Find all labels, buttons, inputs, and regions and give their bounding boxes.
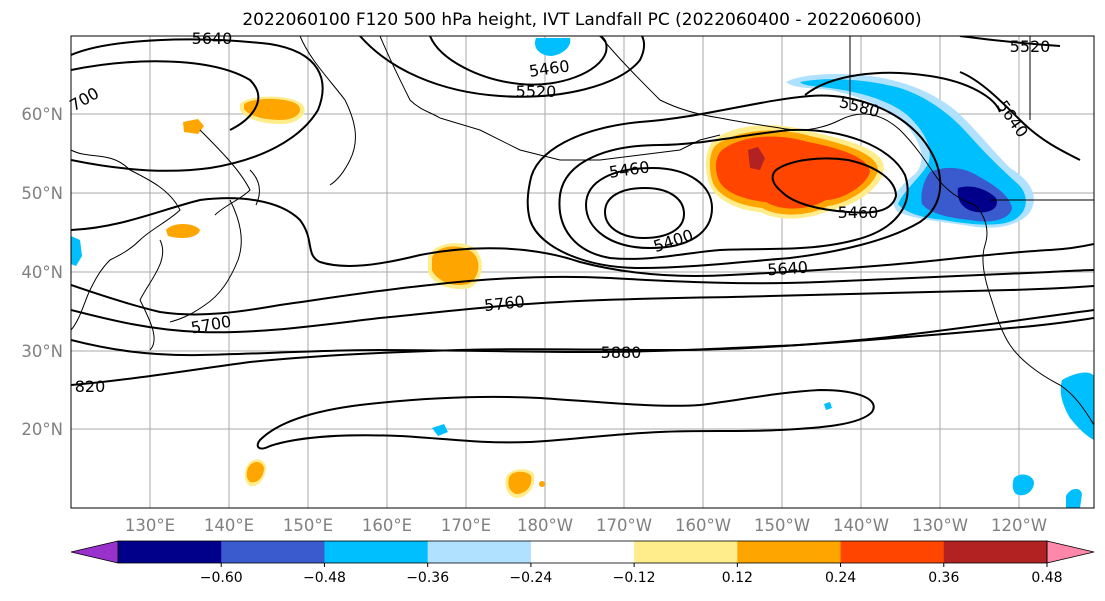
map-content <box>71 36 1094 508</box>
contour-5520-ne <box>959 36 1061 47</box>
contour-label: 5760 <box>483 292 525 315</box>
contour-5880 <box>71 317 1094 357</box>
colorbar-frame <box>117 540 1048 564</box>
colorbar-segment <box>118 541 222 563</box>
contour-labels: 5640 5460 5520 700 5580 5640 5520 5460 5… <box>66 29 1050 396</box>
contour-5640-ne <box>959 71 1081 161</box>
contour-5580 <box>526 94 942 270</box>
colorbar-tick-label: −0.48 <box>303 570 346 586</box>
colorbar-segment <box>530 541 635 563</box>
lon-label: 170°W <box>596 516 652 535</box>
colorbar-segment <box>324 541 429 563</box>
lon-label: 130°E <box>125 516 175 535</box>
lon-label: 160°E <box>362 516 412 535</box>
contour-5520 <box>558 128 909 260</box>
lon-label: 130°W <box>912 516 968 535</box>
contour-5460-ak <box>771 157 898 214</box>
lon-label: 140°W <box>833 516 889 535</box>
colorbar-tick-label: 0.48 <box>1031 570 1062 586</box>
contour-5820 <box>71 309 1094 386</box>
map-title: 2022060100 F120 500 hPa height, IVT Land… <box>242 10 921 30</box>
colorbar-tick-label: −0.36 <box>406 570 449 586</box>
contour-label: 5640 <box>767 258 809 280</box>
colorbar-segment <box>840 541 945 563</box>
height-contours <box>71 36 1094 450</box>
contour-5880-south <box>256 388 875 450</box>
contour-5640 <box>71 197 1094 278</box>
contour-5760 <box>71 285 1094 334</box>
colorbar-segment <box>737 541 842 563</box>
lon-label: 140°E <box>204 516 254 535</box>
lon-label: 170°E <box>441 516 491 535</box>
contour-label: 5880 <box>601 343 642 362</box>
contour-5400-low <box>603 186 686 240</box>
lat-label: 60°N <box>21 105 63 124</box>
lon-label: 180°W <box>517 516 573 535</box>
lon-label: 120°W <box>991 516 1047 535</box>
contour-5460-top <box>429 36 608 86</box>
lat-label: 20°N <box>21 420 63 439</box>
colorbar-tick-label: 0.36 <box>928 570 959 586</box>
colorbar-tick-label: −0.24 <box>509 570 552 586</box>
contour-5640-nw <box>71 38 324 172</box>
colorbar-extend-high <box>1047 541 1094 563</box>
lon-label: 150°W <box>754 516 810 535</box>
colorbar-segments <box>71 541 1094 563</box>
lat-label: 30°N <box>21 342 63 361</box>
colorbar-segment <box>634 541 738 563</box>
contour-label: 5520 <box>1010 37 1051 56</box>
contour-5700-nw <box>71 60 260 131</box>
colorbar-segment <box>221 541 325 563</box>
colorbar-tick-label: −0.60 <box>200 570 243 586</box>
lat-label: 40°N <box>21 263 63 282</box>
contour-label: 5640 <box>192 29 233 48</box>
latitude-labels: 60°N 50°N 40°N 30°N 20°N <box>21 105 63 439</box>
colorbar-tick-label: 0.12 <box>722 570 753 586</box>
colorbar-tick-label: 0.24 <box>825 570 856 586</box>
contour-label: 5520 <box>516 82 557 101</box>
colorbar-extend-low <box>71 541 118 563</box>
lon-label: 150°E <box>283 516 333 535</box>
colorbar-tick-label: −0.12 <box>613 570 656 586</box>
colorbar-ticks: −0.60 −0.48 −0.36 −0.24 −0.12 0.12 0.24 0.36 0.4… <box>200 563 1063 586</box>
colorbar-segment <box>943 541 1048 563</box>
colorbar: −0.60 −0.48 −0.36 −0.24 −0.12 0.12 0.24 0.36 0.4… <box>70 540 1095 586</box>
lat-label: 50°N <box>21 184 63 203</box>
contour-5700 <box>71 269 1094 316</box>
contour-label: 5460 <box>838 203 879 222</box>
contour-label: 820 <box>75 377 106 396</box>
longitude-labels: 130°E 140°E 150°E 160°E 170°E 180°W 170°… <box>125 516 1047 535</box>
contour-5520-top <box>359 36 646 98</box>
contour-5580-ne <box>804 71 1001 113</box>
contour-5460-low <box>584 166 714 250</box>
colorbar-segment <box>427 541 532 563</box>
ivt-shading <box>71 38 1094 508</box>
map-border <box>70 35 1095 509</box>
lon-label: 160°W <box>675 516 731 535</box>
